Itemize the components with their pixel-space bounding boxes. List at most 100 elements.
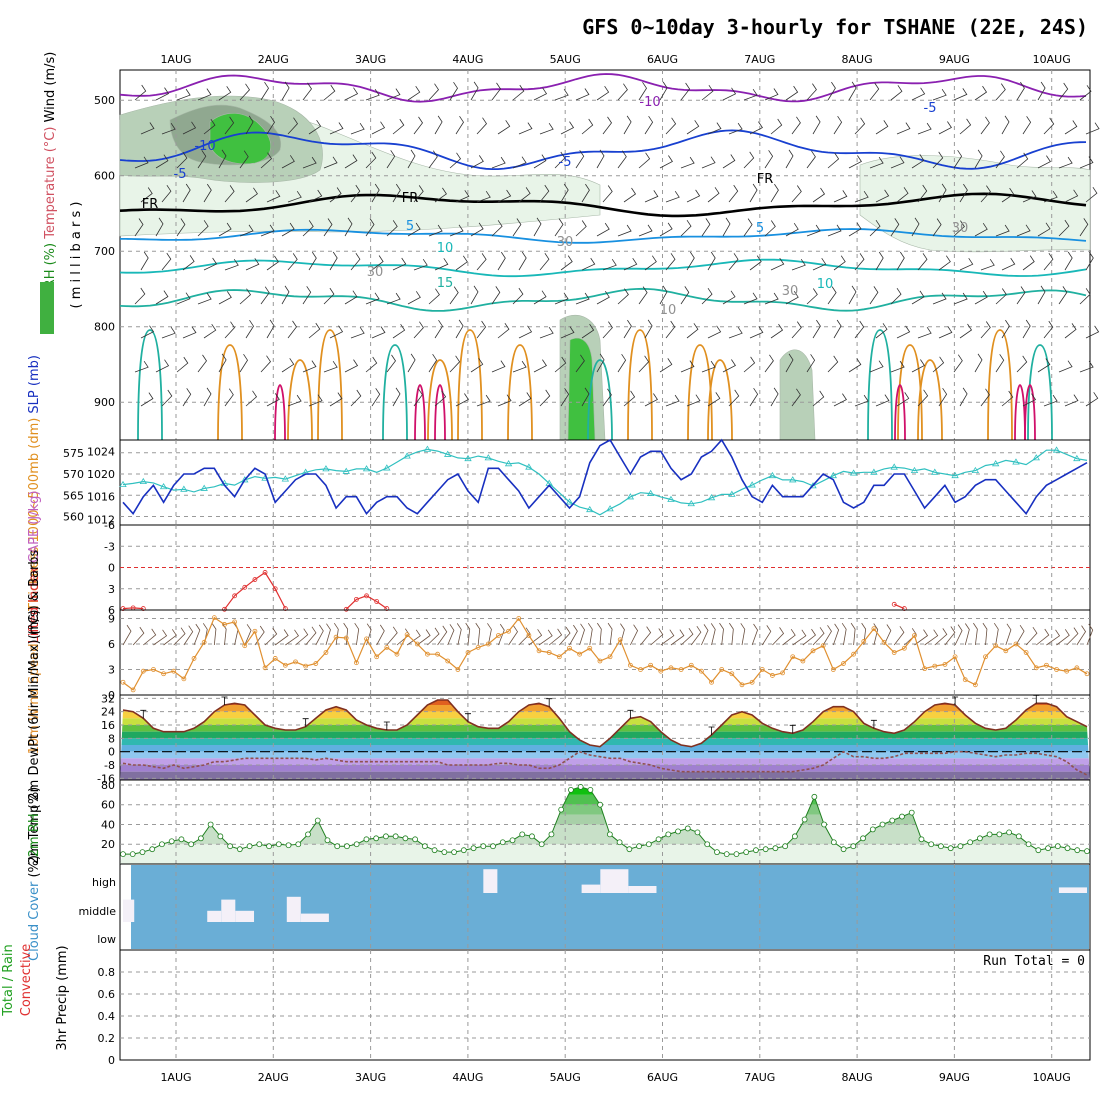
ylabel-part: (6hr Min/Max) (°C) bbox=[27, 610, 42, 734]
wind-barb bbox=[497, 394, 512, 407]
thickness-marker bbox=[403, 452, 411, 459]
wind-barb bbox=[287, 320, 297, 339]
wind-barb bbox=[329, 392, 343, 407]
wind-barb bbox=[182, 121, 197, 135]
rh-point bbox=[470, 845, 477, 852]
wind-speed-point bbox=[130, 687, 136, 693]
y-tick-label: 500 bbox=[94, 94, 115, 107]
wind-barb bbox=[371, 121, 386, 135]
wind-speed-point bbox=[729, 671, 735, 677]
lifted-index-point bbox=[252, 577, 258, 582]
wind-barb bbox=[890, 156, 905, 169]
wind-barb bbox=[995, 288, 1007, 305]
rh-point bbox=[616, 839, 623, 846]
wind-speed-point bbox=[201, 639, 207, 645]
freezing-level bbox=[119, 192, 1087, 218]
wind-speed-point bbox=[242, 643, 248, 649]
ylabel-part: (%) bbox=[27, 787, 42, 814]
wind-barb bbox=[392, 387, 401, 407]
rh-point bbox=[285, 842, 292, 849]
wind-barb bbox=[434, 187, 447, 203]
wind-barb bbox=[932, 151, 944, 169]
wind-barb bbox=[1016, 81, 1025, 101]
rh-point bbox=[139, 849, 146, 856]
wind10m-barb bbox=[873, 623, 879, 646]
y-tick-label: 0.6 bbox=[98, 988, 116, 1001]
wind10m-barb bbox=[244, 624, 252, 646]
wind-barb bbox=[707, 392, 721, 407]
contour-label: -5 bbox=[174, 167, 187, 182]
wind10m-barb bbox=[782, 628, 796, 646]
wind-barb bbox=[959, 387, 968, 407]
wind10m-barb bbox=[650, 628, 664, 646]
thickness-marker bbox=[159, 482, 168, 490]
wind-speed-point bbox=[181, 676, 187, 682]
wind10m-barb bbox=[680, 627, 694, 646]
wind-barb bbox=[911, 217, 920, 237]
ylabel-part: 2m RH bbox=[27, 813, 42, 857]
panel-frame bbox=[119, 949, 1091, 1061]
contour-label: -5 bbox=[924, 101, 937, 116]
wind10m-barb bbox=[274, 629, 289, 646]
thickness-marker bbox=[768, 471, 777, 479]
temp-band bbox=[120, 745, 1090, 752]
lifted-index-point bbox=[262, 570, 268, 575]
wind-barb bbox=[980, 388, 990, 407]
wind-barb bbox=[266, 115, 275, 135]
wind10m-barb bbox=[596, 622, 602, 646]
wind-speed-point bbox=[1054, 667, 1059, 672]
rh-point bbox=[723, 851, 730, 858]
wind-barb bbox=[1016, 355, 1028, 373]
wind-barb bbox=[140, 251, 149, 271]
wind-speed-point bbox=[343, 635, 349, 641]
wind10m-barb bbox=[264, 627, 278, 646]
wind-barb bbox=[785, 149, 794, 169]
wind10m-barb bbox=[934, 628, 948, 646]
wind-barb bbox=[806, 288, 818, 305]
wind-speed-point bbox=[120, 679, 126, 685]
ylabel-part: RH (%) bbox=[43, 243, 58, 288]
rh-point bbox=[1064, 845, 1071, 852]
rh-point bbox=[412, 836, 419, 843]
wind-barb bbox=[1001, 390, 1014, 407]
wind-barb bbox=[518, 251, 527, 271]
contour-label: 5 bbox=[756, 221, 764, 236]
wind-barb bbox=[848, 358, 862, 373]
wind-barb bbox=[764, 220, 776, 237]
wind-barb bbox=[449, 355, 461, 373]
wind-speed-point bbox=[993, 643, 999, 649]
ylabel-part: 2m DewPt bbox=[27, 734, 42, 805]
wind-speed-point bbox=[891, 650, 897, 655]
date-label-top: 7AUG bbox=[744, 53, 775, 66]
wind-barb bbox=[827, 224, 842, 237]
contour-label: 30 bbox=[782, 284, 799, 299]
wind-barb bbox=[680, 360, 695, 373]
wind10m-barb bbox=[660, 629, 675, 646]
wind-barb bbox=[701, 360, 716, 373]
wind-barb bbox=[770, 183, 779, 203]
date-label-bottom: 5AUG bbox=[550, 1071, 581, 1084]
cloud-block-middle bbox=[123, 899, 135, 922]
wind-barb bbox=[1037, 285, 1046, 305]
temp-contour-loop bbox=[382, 344, 408, 441]
wind-barb bbox=[890, 218, 900, 237]
wind-speed-point bbox=[627, 662, 633, 668]
contour-label: 10 bbox=[660, 303, 677, 318]
wind-barb bbox=[917, 253, 928, 271]
wind10m-barb bbox=[924, 629, 939, 646]
date-label-top: 3AUG bbox=[355, 53, 386, 66]
wind-barb bbox=[323, 360, 338, 373]
wind-speed-point bbox=[648, 662, 654, 668]
wind10m-barb bbox=[211, 622, 217, 646]
thickness-marker bbox=[464, 454, 472, 462]
wind-barb bbox=[224, 258, 239, 271]
wind-speed-point bbox=[303, 663, 309, 669]
y-tick-label: 900 bbox=[94, 396, 115, 409]
y-tick-label: middle bbox=[78, 905, 116, 918]
chart-title: GFS 0~10day 3-hourly for TSHANE (22E, 24… bbox=[582, 15, 1088, 39]
wind-barb bbox=[329, 122, 344, 135]
wind10m-barb bbox=[993, 622, 999, 646]
wind-barb bbox=[203, 118, 216, 135]
wind-speed-point bbox=[262, 665, 268, 671]
